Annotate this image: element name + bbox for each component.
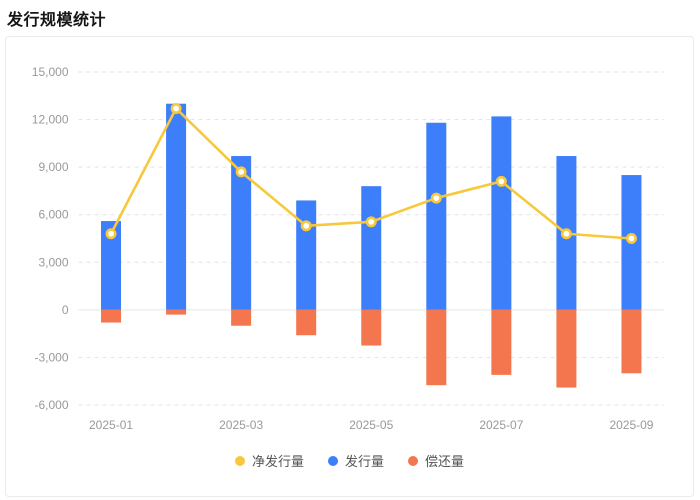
y-tick-label: -6,000 xyxy=(34,398,68,412)
page-title: 发行规模统计 xyxy=(7,12,107,29)
marker-net-issuance[interactable] xyxy=(235,166,247,178)
bar-repayment[interactable] xyxy=(361,309,382,346)
marker-net-issuance[interactable] xyxy=(625,233,637,245)
legend-label-repayment: 偿还量 xyxy=(425,454,465,469)
x-tick-label: 2025-03 xyxy=(219,418,263,432)
marker-net-issuance[interactable] xyxy=(170,102,182,114)
legend-item-repayment[interactable]: 偿还量 xyxy=(408,451,464,470)
bar-repayment[interactable] xyxy=(101,309,122,323)
y-tick-label: -3,000 xyxy=(34,350,68,364)
x-tick-label: 2025-07 xyxy=(479,418,523,432)
y-tick-label: 3,000 xyxy=(38,255,68,269)
marker-net-issuance[interactable] xyxy=(430,192,442,204)
legend-dot-issuance xyxy=(327,455,338,466)
bar-repayment[interactable] xyxy=(426,309,447,386)
bar-issuance[interactable] xyxy=(361,186,382,310)
legend-item-net-issuance[interactable]: 净发行量 xyxy=(234,451,304,470)
y-tick-label: 0 xyxy=(62,303,69,317)
bar-repayment[interactable] xyxy=(166,309,187,315)
legend-dot-net-issuance xyxy=(234,455,245,466)
legend-label-net-issuance: 净发行量 xyxy=(251,454,304,469)
marker-net-issuance[interactable] xyxy=(365,216,377,228)
marker-net-issuance[interactable] xyxy=(300,220,312,232)
bar-issuance[interactable] xyxy=(231,156,252,310)
bar-issuance[interactable] xyxy=(491,116,512,310)
bar-issuance[interactable] xyxy=(101,221,122,310)
y-tick-label: 9,000 xyxy=(38,160,68,174)
x-tick-label: 2025-09 xyxy=(609,418,653,432)
bar-repayment[interactable] xyxy=(296,309,317,336)
bar-issuance[interactable] xyxy=(296,200,317,310)
bar-issuance[interactable] xyxy=(166,103,187,310)
bar-repayment[interactable] xyxy=(231,309,252,326)
x-tick-label: 2025-01 xyxy=(89,418,133,432)
marker-net-issuance[interactable] xyxy=(495,175,507,187)
marker-net-issuance[interactable] xyxy=(560,228,572,240)
bar-issuance[interactable] xyxy=(426,122,447,310)
legend-label-issuance: 发行量 xyxy=(344,454,384,469)
bar-repayment[interactable] xyxy=(491,309,512,375)
y-tick-label: 12,000 xyxy=(32,113,69,127)
legend-item-issuance[interactable]: 发行量 xyxy=(327,451,384,470)
bar-repayment[interactable] xyxy=(556,309,577,388)
legend-dot-repayment xyxy=(408,455,418,466)
x-tick-label: 2025-05 xyxy=(349,418,393,432)
y-tick-label: 15,000 xyxy=(32,65,69,79)
chart-legend: 净发行量 发行量 偿还量 xyxy=(6,451,693,470)
bar-repayment[interactable] xyxy=(621,309,642,374)
marker-net-issuance[interactable] xyxy=(105,228,117,240)
y-tick-label: 6,000 xyxy=(38,208,68,222)
chart-panel: -6,000 -3,000 0 3,000 6,000 9,000 12,000 15,000… xyxy=(5,36,694,497)
chart-canvas: -6,000 -3,000 0 3,000 6,000 9,000 12,000 15,000… xyxy=(32,65,664,432)
